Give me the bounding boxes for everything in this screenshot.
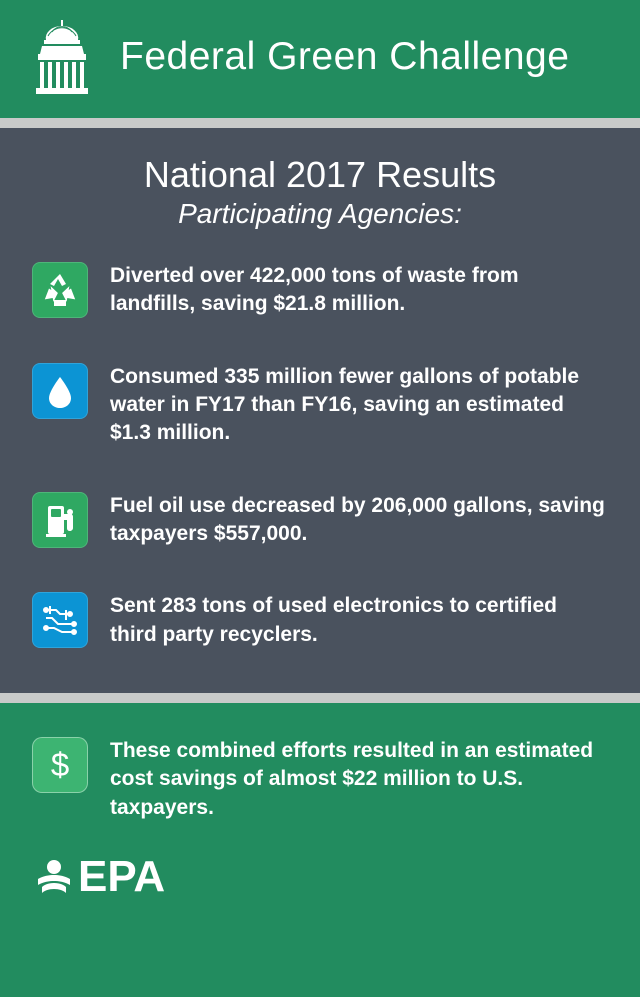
result-item: Fuel oil use decreased by 206,000 gallon…	[32, 492, 608, 549]
result-item: Sent 283 tons of used electronics to cer…	[32, 592, 608, 649]
circuit-icon	[32, 592, 88, 648]
header: Federal Green Challenge	[0, 0, 640, 118]
epa-logo: EPA	[32, 852, 608, 902]
result-item: Consumed 335 million fewer gallons of po…	[32, 363, 608, 448]
bottom-section: $ These combined efforts resulted in an …	[0, 703, 640, 922]
epa-logo-text: EPA	[78, 852, 165, 902]
results-subtitle: Participating Agencies:	[32, 198, 608, 230]
divider-top	[0, 118, 640, 128]
result-text: Fuel oil use decreased by 206,000 gallon…	[110, 492, 608, 549]
results-title: National 2017 Results	[32, 154, 608, 196]
summary-text: These combined efforts resulted in an es…	[110, 737, 608, 822]
capitol-icon	[24, 18, 102, 96]
page-title: Federal Green Challenge	[120, 35, 569, 79]
result-text: Sent 283 tons of used electronics to cer…	[110, 592, 608, 649]
result-text: Diverted over 422,000 tons of waste from…	[110, 262, 608, 319]
summary-row: $ These combined efforts resulted in an …	[32, 737, 608, 822]
water-drop-icon	[32, 363, 88, 419]
svg-text:$: $	[51, 746, 69, 783]
fuel-pump-icon	[32, 492, 88, 548]
result-text: Consumed 335 million fewer gallons of po…	[110, 363, 608, 448]
main-panel: National 2017 Results Participating Agen…	[0, 128, 640, 693]
divider-bottom	[0, 693, 640, 703]
dollar-icon: $	[32, 737, 88, 793]
recycle-icon	[32, 262, 88, 318]
result-item: Diverted over 422,000 tons of waste from…	[32, 262, 608, 319]
